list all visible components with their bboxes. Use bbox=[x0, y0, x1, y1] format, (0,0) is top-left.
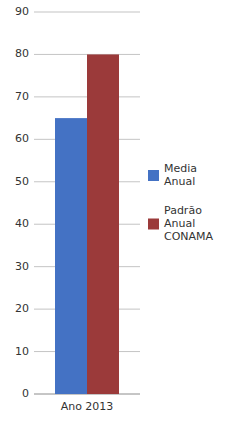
legend-label-line: Anual bbox=[164, 175, 195, 188]
y-tick-label: 30 bbox=[15, 260, 29, 273]
y-tick-label: 0 bbox=[22, 387, 29, 400]
y-tick-label: 60 bbox=[15, 132, 29, 145]
legend-label: PadrãoAnualCONAMA bbox=[164, 204, 214, 243]
legend: MediaAnualPadrãoAnualCONAMA bbox=[148, 162, 214, 243]
bar bbox=[55, 118, 87, 394]
y-tick-label: 20 bbox=[15, 302, 29, 315]
grid-line bbox=[34, 12, 140, 13]
y-tick-label: 80 bbox=[15, 47, 29, 60]
y-tick-label: 90 bbox=[15, 5, 29, 18]
page: {"chart_data": {"type": "bar", "categori… bbox=[0, 0, 239, 424]
legend-item: MediaAnual bbox=[148, 162, 197, 188]
legend-label-line: CONAMA bbox=[164, 230, 214, 243]
legend-item: PadrãoAnualCONAMA bbox=[148, 204, 214, 243]
legend-swatch bbox=[148, 219, 159, 230]
y-tick-label: 40 bbox=[15, 217, 29, 230]
legend-label: MediaAnual bbox=[164, 162, 197, 188]
legend-label-line: Media bbox=[164, 162, 197, 175]
y-tick-label: 50 bbox=[15, 175, 29, 188]
legend-label-line: Anual bbox=[164, 217, 195, 230]
chart-svg: 0102030405060708090Ano 2013MediaAnualPad… bbox=[0, 0, 239, 424]
y-tick-label: 70 bbox=[15, 90, 29, 103]
grid bbox=[34, 12, 140, 394]
y-tick-label: 10 bbox=[15, 345, 29, 358]
legend-swatch bbox=[148, 170, 159, 181]
x-ticks: Ano 2013 bbox=[61, 400, 114, 413]
bar bbox=[87, 54, 119, 394]
chart-container: 0102030405060708090Ano 2013MediaAnualPad… bbox=[0, 0, 239, 424]
y-ticks: 0 10 20 30 40 50 60 70 80 90 bbox=[15, 5, 29, 400]
legend-label-line: Padrão bbox=[164, 204, 202, 217]
x-tick-label: Ano 2013 bbox=[61, 400, 114, 413]
bars bbox=[55, 54, 119, 394]
